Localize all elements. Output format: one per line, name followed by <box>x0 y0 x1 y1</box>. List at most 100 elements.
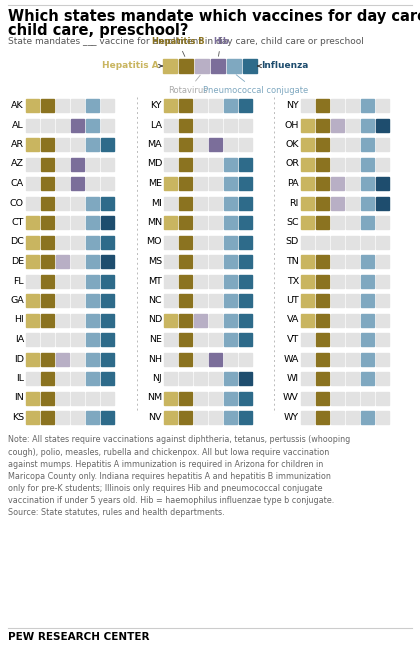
Text: DE: DE <box>11 257 24 266</box>
Text: IL: IL <box>16 374 24 383</box>
Bar <box>41 216 54 229</box>
Bar <box>71 255 84 268</box>
Bar <box>26 353 39 366</box>
Bar <box>41 118 54 131</box>
Bar <box>209 392 222 405</box>
Bar <box>346 235 359 249</box>
Bar <box>179 99 192 112</box>
Bar <box>224 255 237 268</box>
Bar <box>331 235 344 249</box>
Bar <box>331 372 344 385</box>
Bar <box>301 392 314 405</box>
Text: NY: NY <box>286 101 299 110</box>
Bar <box>239 255 252 268</box>
Bar <box>376 411 389 424</box>
Bar <box>194 196 207 209</box>
Bar <box>376 216 389 229</box>
Bar <box>41 372 54 385</box>
Text: NJ: NJ <box>152 374 162 383</box>
Bar <box>301 275 314 288</box>
Bar <box>56 235 69 249</box>
Bar <box>41 99 54 112</box>
Bar <box>361 411 374 424</box>
Bar <box>164 353 177 366</box>
Bar <box>224 196 237 209</box>
Bar <box>209 294 222 307</box>
Bar <box>331 353 344 366</box>
Bar <box>376 235 389 249</box>
Bar <box>361 118 374 131</box>
Bar <box>331 411 344 424</box>
Bar <box>164 99 177 112</box>
Bar <box>224 235 237 249</box>
Bar <box>239 216 252 229</box>
Bar <box>194 177 207 190</box>
Text: NH: NH <box>148 354 162 364</box>
Bar <box>41 255 54 268</box>
Bar <box>361 158 374 171</box>
Bar <box>331 216 344 229</box>
Bar <box>86 392 99 405</box>
Text: MI: MI <box>151 199 162 207</box>
Bar <box>179 235 192 249</box>
Bar <box>239 138 252 151</box>
Bar <box>41 353 54 366</box>
Bar <box>331 196 344 209</box>
Bar <box>361 372 374 385</box>
Text: MT: MT <box>148 277 162 286</box>
Bar <box>224 177 237 190</box>
Bar <box>164 196 177 209</box>
Bar <box>71 392 84 405</box>
Bar <box>376 196 389 209</box>
Bar <box>209 235 222 249</box>
Bar <box>316 216 329 229</box>
Bar <box>164 333 177 346</box>
Bar <box>164 294 177 307</box>
Bar <box>227 59 241 73</box>
Bar <box>56 177 69 190</box>
Bar <box>41 313 54 326</box>
Bar <box>41 138 54 151</box>
Bar <box>179 59 193 73</box>
Bar <box>376 392 389 405</box>
Bar <box>164 216 177 229</box>
Bar <box>209 372 222 385</box>
Bar <box>101 118 114 131</box>
Bar <box>209 158 222 171</box>
Bar <box>71 411 84 424</box>
Text: WY: WY <box>284 413 299 422</box>
Bar <box>331 275 344 288</box>
Bar <box>179 138 192 151</box>
Text: NC: NC <box>148 296 162 305</box>
Bar <box>86 158 99 171</box>
Bar <box>301 177 314 190</box>
Bar <box>41 158 54 171</box>
Bar <box>331 158 344 171</box>
Bar <box>376 353 389 366</box>
Bar <box>224 99 237 112</box>
Bar <box>239 411 252 424</box>
Bar <box>56 158 69 171</box>
Bar <box>86 411 99 424</box>
Bar <box>239 99 252 112</box>
Text: VA: VA <box>286 315 299 324</box>
Bar <box>376 294 389 307</box>
Bar <box>194 118 207 131</box>
Bar <box>194 411 207 424</box>
Bar <box>316 138 329 151</box>
Bar <box>209 353 222 366</box>
Bar <box>101 158 114 171</box>
Bar <box>361 353 374 366</box>
Bar <box>101 275 114 288</box>
Text: FL: FL <box>13 277 24 286</box>
Bar <box>56 196 69 209</box>
Bar <box>179 313 192 326</box>
Bar <box>209 411 222 424</box>
Text: State mandates ___ vaccine for enrollment in day care, child care or preschool: State mandates ___ vaccine for enrollmen… <box>8 37 364 46</box>
Bar <box>361 235 374 249</box>
Bar <box>86 235 99 249</box>
Bar <box>301 333 314 346</box>
Text: OH: OH <box>285 120 299 129</box>
Text: Hepatitis B: Hepatitis B <box>152 37 204 56</box>
Bar <box>26 177 39 190</box>
